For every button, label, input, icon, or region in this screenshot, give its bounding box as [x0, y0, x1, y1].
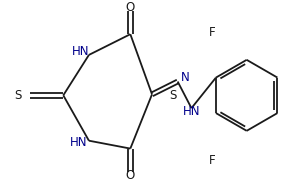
Text: HN: HN — [183, 105, 200, 118]
Text: F: F — [209, 26, 216, 39]
Text: HN: HN — [72, 45, 90, 58]
Text: HN: HN — [70, 136, 88, 149]
Text: O: O — [126, 1, 135, 14]
Text: N: N — [181, 71, 189, 84]
Text: O: O — [126, 169, 135, 182]
Text: S: S — [169, 89, 177, 102]
Text: F: F — [209, 154, 216, 167]
Text: S: S — [14, 89, 21, 102]
